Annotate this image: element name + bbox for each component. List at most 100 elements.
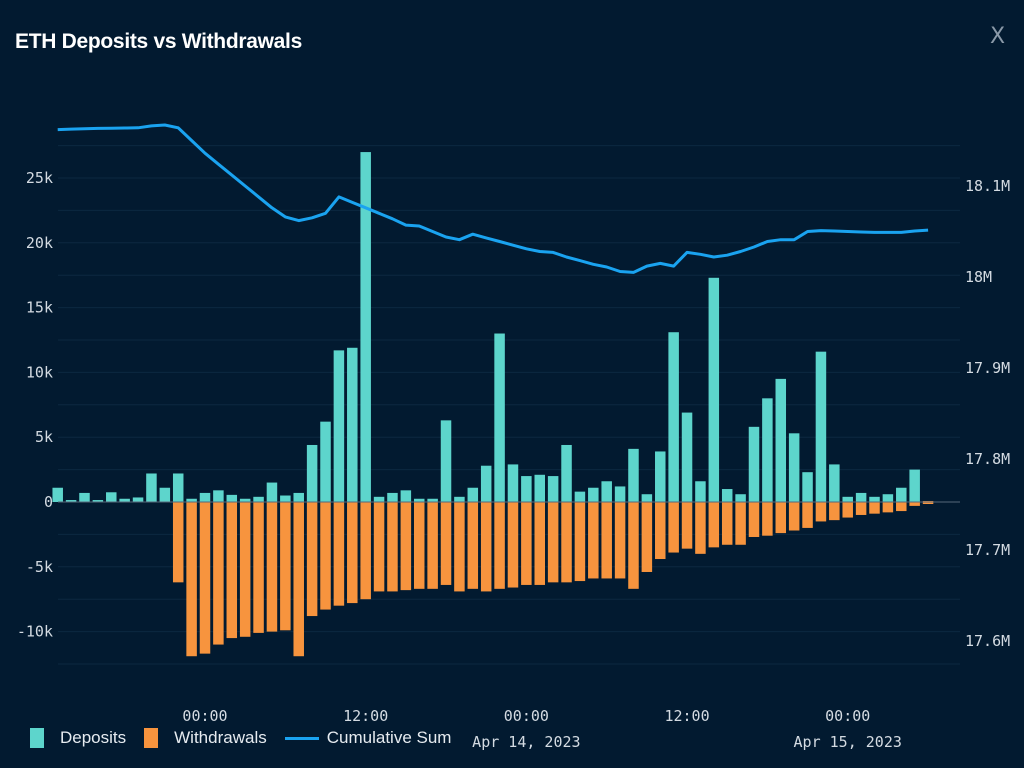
deposits-swatch xyxy=(30,728,44,748)
x-axis-tick-label: 00:00 xyxy=(825,707,870,725)
withdrawal-bar xyxy=(280,502,291,631)
withdrawal-bar xyxy=(400,502,412,591)
deposit-bar xyxy=(882,494,894,502)
withdrawal-bar xyxy=(387,502,398,592)
deposit-bar xyxy=(387,492,398,502)
withdrawal-bar xyxy=(855,502,867,515)
x-axis-tick-label: 12:00 xyxy=(343,707,388,725)
withdrawal-bar xyxy=(199,502,211,654)
deposit-bar xyxy=(614,486,626,502)
cumulative-sum-line xyxy=(57,123,929,274)
deposit-bar xyxy=(467,487,479,502)
withdrawal-bar xyxy=(480,502,492,592)
y2-axis-tick-label: 17.9M xyxy=(965,359,1010,377)
deposit-bar xyxy=(775,378,787,502)
withdrawal-bar xyxy=(681,502,693,549)
deposit-bar xyxy=(855,492,867,502)
deposit-bar xyxy=(842,496,853,502)
deposit-bar xyxy=(320,421,331,502)
deposit-bar xyxy=(601,481,612,502)
close-icon[interactable]: X xyxy=(990,24,1006,49)
withdrawal-bar xyxy=(829,502,840,521)
deposit-bar xyxy=(628,448,639,502)
legend-item-deposits[interactable]: Deposits xyxy=(30,728,126,748)
withdrawal-bar xyxy=(266,502,278,632)
deposit-bar xyxy=(106,492,117,502)
deposit-bar xyxy=(213,490,224,502)
legend-label-withdrawals: Withdrawals xyxy=(174,728,267,747)
chart-title: ETH Deposits vs Withdrawals xyxy=(15,30,302,53)
x-axis-date-label: Apr 15, 2023 xyxy=(794,733,902,751)
deposit-bar xyxy=(253,496,264,502)
withdrawal-bar xyxy=(347,502,358,604)
deposit-bar xyxy=(360,152,371,502)
deposit-bar xyxy=(226,494,238,502)
y2-axis-tick-label: 18.1M xyxy=(965,177,1010,195)
deposit-bar xyxy=(480,465,492,502)
deposit-bar xyxy=(815,351,827,502)
withdrawal-bar xyxy=(213,502,224,645)
x-axis-tick-label: 12:00 xyxy=(664,707,709,725)
deposit-bar xyxy=(641,494,653,502)
withdrawal-bar xyxy=(708,502,720,548)
deposit-bar xyxy=(762,398,773,502)
deposit-bar xyxy=(574,491,586,502)
withdrawal-bar xyxy=(802,502,813,528)
y-axis-tick-label: 25k xyxy=(26,169,53,187)
deposit-bar xyxy=(65,500,77,502)
deposit-bar xyxy=(896,487,907,502)
withdrawal-bar xyxy=(454,502,465,592)
legend-item-withdrawals[interactable]: Withdrawals xyxy=(144,728,267,748)
withdrawal-bar xyxy=(226,502,238,639)
deposit-bar xyxy=(668,332,679,502)
deposit-bar xyxy=(909,469,920,502)
deposit-bar xyxy=(454,496,465,502)
y2-axis-tick-label: 18M xyxy=(965,268,992,286)
withdrawal-bar xyxy=(842,502,853,518)
withdrawal-bar xyxy=(896,502,907,512)
deposit-bar xyxy=(373,496,385,502)
deposit-bar xyxy=(721,489,733,502)
deposit-bar xyxy=(347,347,358,502)
legend-label-deposits: Deposits xyxy=(60,728,127,747)
withdrawal-bar xyxy=(427,502,438,589)
chart-legend: Deposits Withdrawals Cumulative Sum xyxy=(30,728,469,748)
deposit-bar xyxy=(172,473,184,502)
withdrawal-bar xyxy=(574,502,586,582)
y2-axis-tick-label: 17.8M xyxy=(965,450,1010,468)
withdrawal-bar xyxy=(655,502,666,560)
withdrawal-bar xyxy=(748,502,760,537)
withdrawal-bar xyxy=(614,502,626,579)
y-axis-tick-label: 15k xyxy=(26,299,53,317)
withdrawal-bar xyxy=(695,502,706,554)
y2-axis-tick-label: 17.6M xyxy=(965,632,1010,650)
y-axis-tick-label: 0 xyxy=(44,493,53,511)
deposit-bar xyxy=(588,487,599,502)
deposit-bar xyxy=(132,497,144,502)
deposit-bar xyxy=(333,350,345,502)
deposit-bar xyxy=(440,420,452,502)
legend-label-cumulative: Cumulative Sum xyxy=(326,728,452,747)
deposit-bar xyxy=(199,492,211,502)
deposit-bar xyxy=(79,492,90,502)
withdrawal-bar xyxy=(333,502,345,606)
withdrawal-bar xyxy=(521,502,532,585)
withdrawal-bar xyxy=(239,502,251,637)
deposit-bar xyxy=(802,472,813,502)
deposit-bar xyxy=(534,474,545,502)
deposit-bar xyxy=(521,476,532,502)
legend-item-cumulative[interactable]: Cumulative Sum xyxy=(284,728,452,748)
withdrawal-bar xyxy=(360,502,371,600)
withdrawal-bar xyxy=(440,502,452,585)
withdrawal-bar xyxy=(494,502,505,589)
y-axis-tick-label: 20k xyxy=(26,234,53,252)
deposit-bar xyxy=(306,444,318,502)
x-axis-tick-label: 00:00 xyxy=(504,707,549,725)
withdrawal-bar xyxy=(293,502,304,657)
deposit-bar xyxy=(708,277,720,502)
deposit-bar xyxy=(280,495,291,502)
withdrawal-bar xyxy=(721,502,733,545)
withdrawal-bar xyxy=(547,502,559,583)
withdrawal-bar xyxy=(788,502,800,531)
withdrawal-bar xyxy=(186,502,197,657)
